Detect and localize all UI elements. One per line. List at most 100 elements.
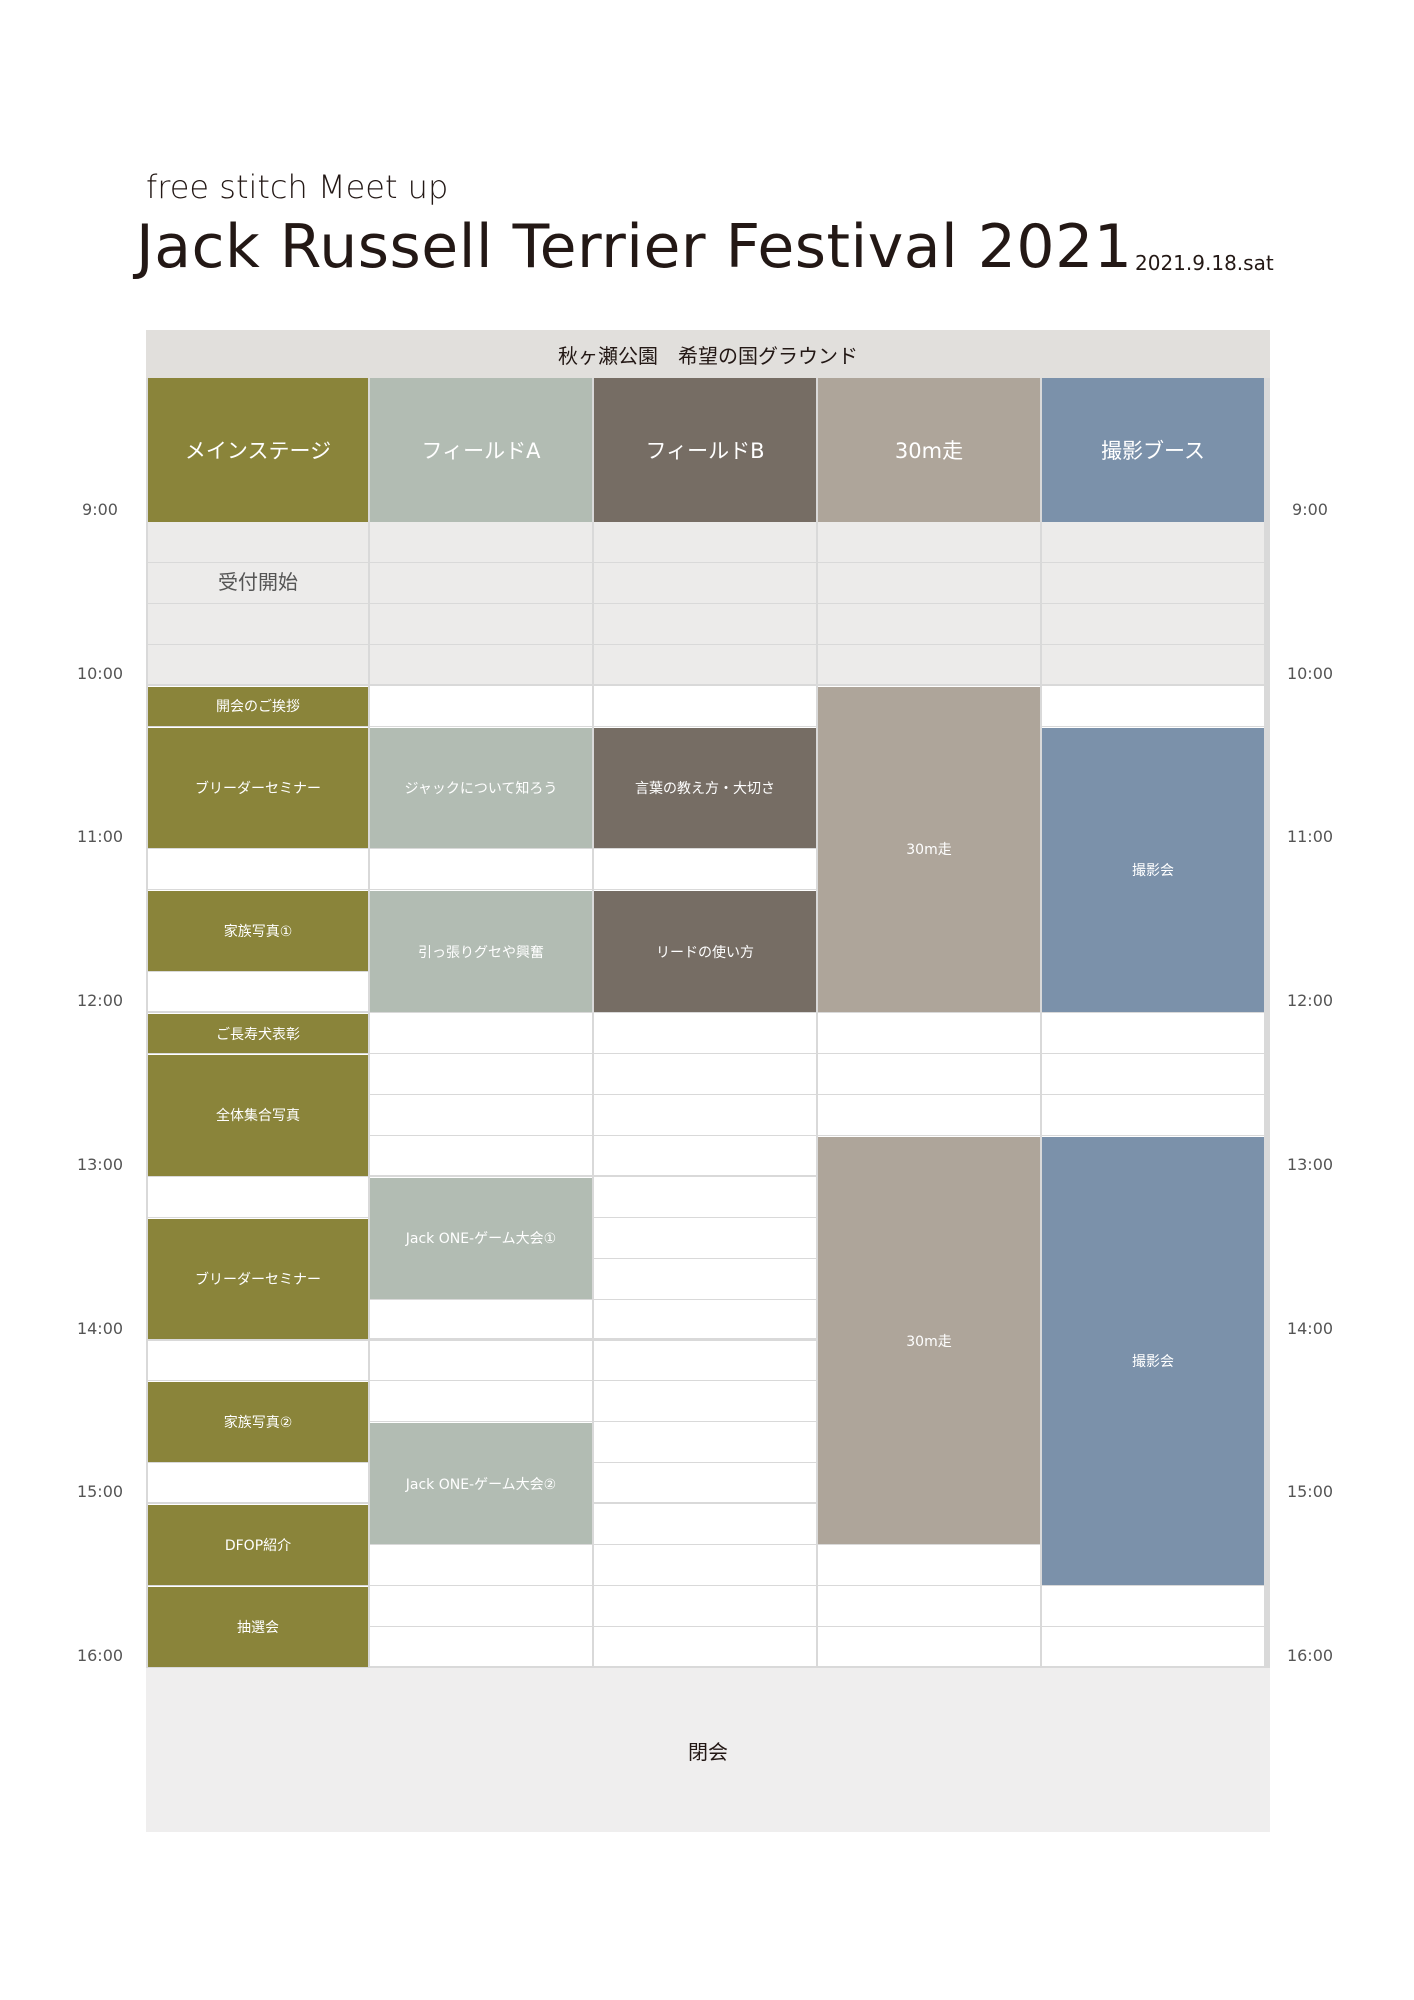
time-slot: [148, 1463, 368, 1503]
reception-slot: [594, 603, 816, 644]
time-slot: [594, 1176, 816, 1217]
time-slot: [818, 1586, 1040, 1626]
page-title: Jack Russell Terrier Festival 2021: [136, 212, 1133, 282]
time-slot: [594, 849, 816, 890]
reception-slot: [818, 603, 1040, 644]
time-slot: [1042, 1626, 1264, 1666]
reception-slot: [1042, 562, 1264, 603]
reception-slot: [148, 562, 368, 603]
time-slot: [594, 1340, 816, 1381]
reception-slot: [1042, 522, 1264, 562]
time-slot: [370, 1586, 592, 1626]
time-slot: [594, 1094, 816, 1135]
time-slot: [370, 1626, 592, 1666]
time-slot: [1042, 1586, 1264, 1626]
event-block: 撮影会: [1042, 727, 1264, 1013]
event-block: 全体集合写真: [148, 1055, 368, 1176]
reception-slot: [148, 644, 368, 684]
reception-slot: [818, 522, 1040, 562]
event-block: 家族写真①: [148, 891, 368, 972]
time-slot: [370, 1135, 592, 1175]
reception-slot: [148, 603, 368, 644]
time-label-right: 12:00: [1286, 991, 1334, 1011]
time-slot: [1042, 1013, 1264, 1054]
time-slot: [594, 1422, 816, 1463]
reception-slot: [594, 522, 816, 562]
lane-header: フィールドB: [594, 378, 816, 522]
time-slot: [594, 1258, 816, 1299]
lane-field-b: フィールドB: [594, 378, 816, 1668]
event-block: DFOP紹介: [148, 1505, 368, 1586]
reception-slot: [1042, 603, 1264, 644]
time-slot: [370, 849, 592, 890]
reception-label: 受付開始: [218, 569, 298, 594]
time-slot: [594, 1381, 816, 1422]
event-block: 引っ張りグセや興奮: [370, 891, 592, 1013]
time-label-right: 13:00: [1286, 1154, 1334, 1174]
time-slot: [370, 1545, 592, 1586]
time-label-right: 16:00: [1286, 1645, 1334, 1665]
event-block: 言葉の教え方・大切さ: [594, 727, 816, 849]
event-block: 家族写真②: [148, 1382, 368, 1463]
time-slot: [594, 685, 816, 726]
time-slot: [148, 849, 368, 890]
time-slot: [594, 1299, 816, 1339]
time-label-left: 12:00: [76, 991, 124, 1011]
time-slot: [594, 1463, 816, 1503]
event-block: ブリーダーセミナー: [148, 727, 368, 849]
reception-slot: [370, 562, 592, 603]
time-slot: [1042, 685, 1264, 726]
event-block: ご長寿犬表彰: [148, 1014, 368, 1054]
time-slot: [370, 1094, 592, 1135]
event-block: 30m走: [818, 686, 1040, 1013]
time-slot: [594, 1217, 816, 1258]
time-slot: [594, 1054, 816, 1094]
event-block: Jack ONE-ゲーム大会②: [370, 1423, 592, 1545]
time-slot: [818, 1013, 1040, 1054]
time-slot: [370, 1013, 592, 1054]
time-slot: [594, 1545, 816, 1586]
reception-slot: [370, 644, 592, 684]
time-slot: [370, 1340, 592, 1381]
event-block: 開会のご挨拶: [148, 686, 368, 726]
time-label-left: 9:00: [82, 500, 118, 519]
lane-header: 30m走: [818, 378, 1040, 522]
time-label-left: 10:00: [76, 663, 124, 683]
reception-slot: [818, 644, 1040, 684]
time-slot: [148, 972, 368, 1012]
event-block: Jack ONE-ゲーム大会①: [370, 1177, 592, 1299]
time-slot: [1042, 1094, 1264, 1135]
reception-slot: [370, 522, 592, 562]
lane-header: メインステージ: [148, 378, 368, 522]
reception-slot: [1042, 644, 1264, 684]
reception-slot: [818, 562, 1040, 603]
time-label-left: 14:00: [76, 1318, 124, 1338]
time-slot: [594, 1135, 816, 1175]
reception-slot: [370, 603, 592, 644]
time-slot: [370, 1381, 592, 1422]
time-slot: [594, 1626, 816, 1666]
reception-slot: [594, 644, 816, 684]
time-slot: [370, 685, 592, 726]
time-slot: [818, 1626, 1040, 1666]
event-block: ジャックについて知ろう: [370, 727, 592, 849]
time-label-left: 13:00: [76, 1154, 124, 1174]
event-block: 抽選会: [148, 1587, 368, 1667]
time-label-left: 16:00: [76, 1645, 124, 1665]
time-label-right: 10:00: [1286, 663, 1334, 683]
time-slot: [370, 1054, 592, 1094]
time-slot: [594, 1013, 816, 1054]
lane-header: フィールドA: [370, 378, 592, 522]
reception-slot: [148, 522, 368, 562]
venue-bar: 秋ヶ瀬公園 希望の国グラウンド: [146, 330, 1270, 378]
time-slot: [370, 1299, 592, 1339]
time-label-left: 15:00: [76, 1482, 124, 1502]
time-slot: [594, 1586, 816, 1626]
time-slot: [148, 1340, 368, 1381]
event-date: 2021.9.18.sat: [1135, 251, 1274, 275]
time-slot: [818, 1094, 1040, 1135]
time-slot: [1042, 1054, 1264, 1094]
event-block: リードの使い方: [594, 891, 816, 1013]
time-slot: [594, 1504, 816, 1545]
time-label-right: 15:00: [1286, 1482, 1334, 1502]
